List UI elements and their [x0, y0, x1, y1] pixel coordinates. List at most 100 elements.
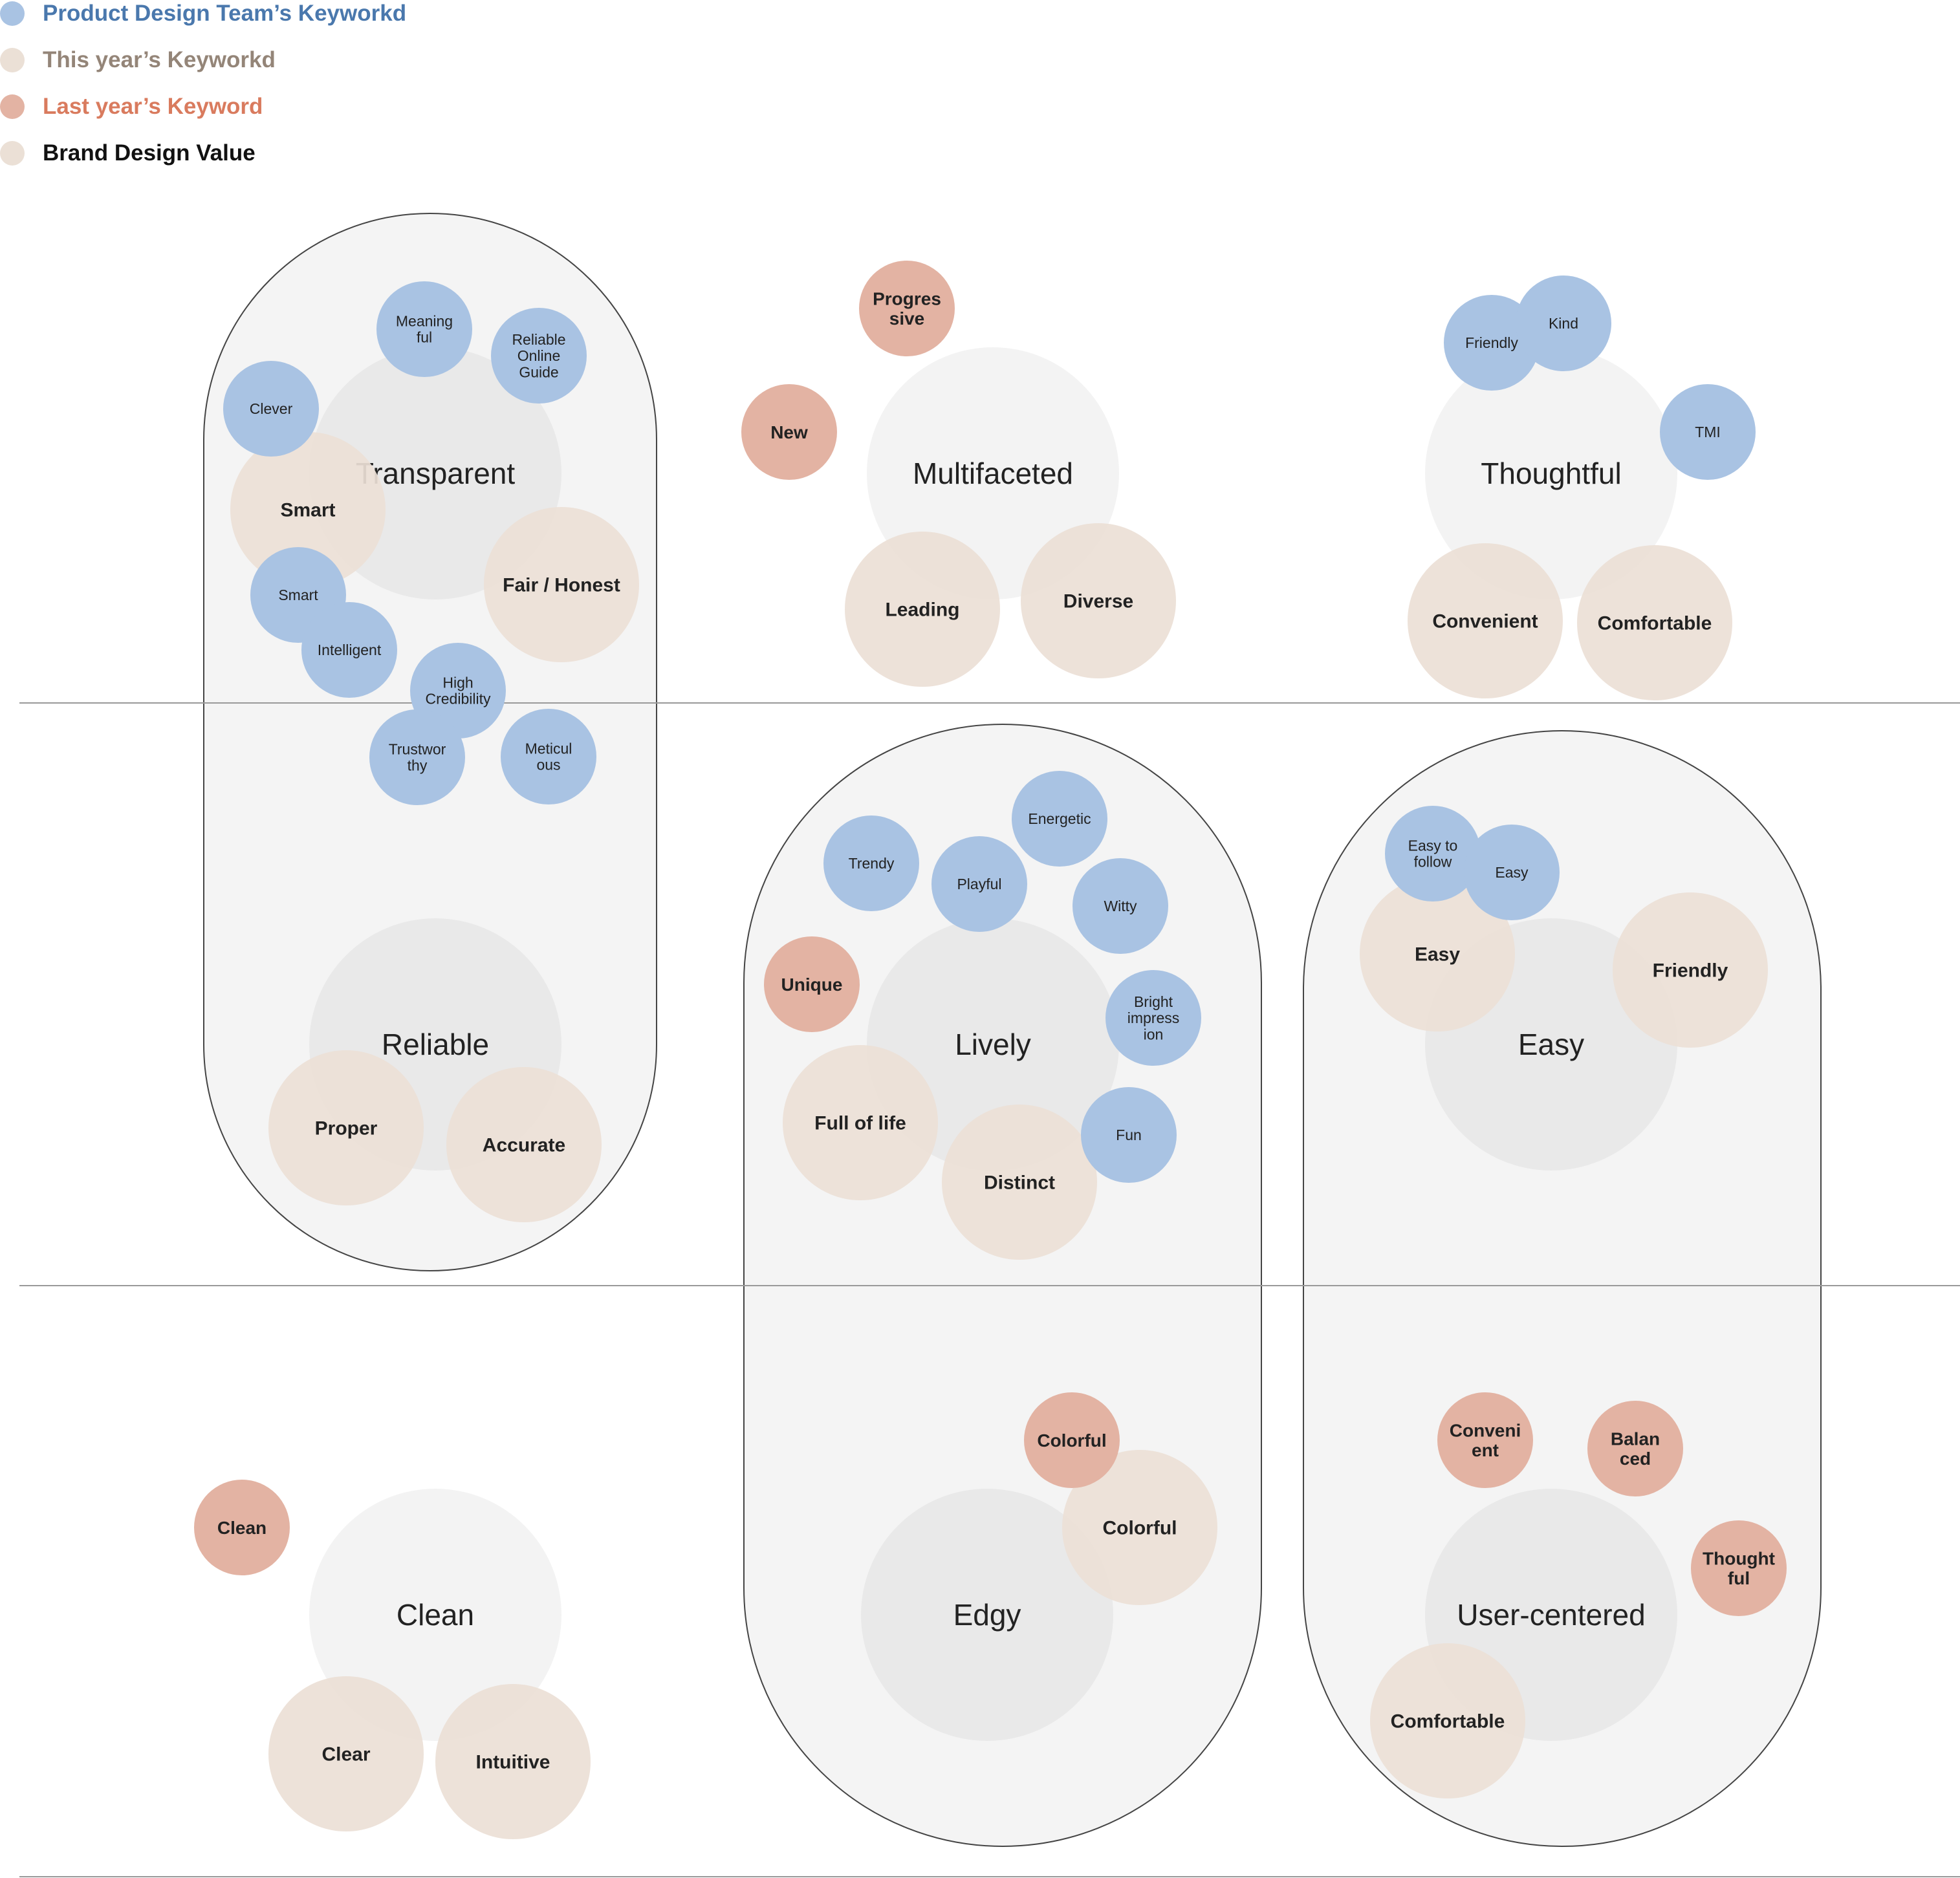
keyword-label-thoughtful-product-team-friendly-0: Friendly: [1465, 334, 1518, 351]
keyword-label-lively-product-team-trendy-1: Trendy: [849, 855, 895, 872]
keyword-label-transparent-product-team-trustwor-thy-6: Trustwor thy: [389, 740, 446, 773]
keyword-label-user-centered-last-year-conveni-ent-0: Conveni ent: [1450, 1420, 1521, 1460]
keyword-bubble-user-centered-last-year-balan-ced-1: [1587, 1401, 1683, 1496]
keyword-label-transparent-product-team-meaning-ful-0: Meaning ful: [396, 312, 453, 345]
keyword-label-reliable-this-year-accurate-1: Accurate: [483, 1135, 565, 1156]
keyword-label-reliable-this-year-proper-0: Proper: [315, 1118, 378, 1139]
keyword-bubble-thoughtful-this-year-convenient-0: [1408, 543, 1563, 698]
keyword-bubble-clean-this-year-intuitive-1: [435, 1684, 591, 1839]
keyword-bubble-transparent-product-team-clever-2: [223, 361, 319, 457]
keyword-bubble-lively-product-team-playful-2: [931, 836, 1027, 932]
keyword-label-lively-product-team-energetic-0: Energetic: [1028, 810, 1091, 827]
keyword-label-lively-product-team-witty-3: Witty: [1104, 898, 1137, 914]
brand-value-label-lively: Lively: [955, 1028, 1031, 1061]
keyword-bubble-user-centered-last-year-conveni-ent-0: [1437, 1392, 1533, 1488]
legend-item-last-year: Last year’s Keyword: [0, 87, 263, 126]
brand-value-circle-clean: [309, 1489, 561, 1741]
keyword-bubble-transparent-this-year-smart-0: [230, 432, 386, 587]
keyword-label-edgy-this-year-colorful-0: Colorful: [1103, 1518, 1177, 1539]
keyword-bubble-transparent-product-team-intelligent-4: [301, 602, 397, 698]
keyword-label-clean-this-year-clear-0: Clear: [321, 1744, 370, 1765]
keyword-label-lively-last-year-unique-0: Unique: [781, 975, 843, 995]
keyword-label-clean-last-year-clean-0: Clean: [217, 1518, 267, 1538]
keyword-label-thoughtful-product-team-tmi-2: TMI: [1695, 424, 1721, 440]
keyword-bubble-lively-product-team-trendy-1: [823, 815, 919, 911]
brand-value-label-multifaceted: Multifaceted: [913, 457, 1073, 490]
keyword-bubble-easy-product-team-easy-1: [1464, 825, 1560, 920]
keyword-bubble-multifaceted-this-year-diverse-1: [1021, 523, 1176, 678]
keyword-label-thoughtful-this-year-comfortable-1: Comfortable: [1598, 613, 1712, 634]
keyword-bubble-multifaceted-last-year-progres-sive-0: [859, 261, 955, 356]
legend: Product Design Team’s Keyworkd This year…: [0, 0, 582, 168]
keyword-bubble-edgy-this-year-colorful-0: [1062, 1450, 1217, 1605]
keyword-label-clean-this-year-intuitive-1: Intuitive: [475, 1752, 550, 1773]
keyword-bubble-edgy-last-year-colorful-0: [1024, 1392, 1120, 1488]
keyword-label-lively-product-team-fun-5: Fun: [1116, 1127, 1142, 1143]
keyword-bubble-easy-this-year-easy-0: [1360, 876, 1515, 1031]
keyword-label-transparent-this-year-fair-honest-1: Fair / Honest: [503, 575, 620, 596]
keyword-label-easy-this-year-easy-0: Easy: [1415, 944, 1460, 966]
keyword-label-transparent-product-team-high-credibility-5: High Credibility: [426, 674, 491, 707]
keyword-bubble-lively-this-year-distinct-1: [942, 1105, 1097, 1260]
keyword-bubble-user-centered-last-year-thought-ful-2: [1691, 1520, 1787, 1616]
keyword-label-lively-this-year-distinct-1: Distinct: [984, 1172, 1055, 1194]
keyword-bubble-transparent-product-team-trustwor-thy-6: [369, 709, 465, 805]
brand-value-circle-edgy: [861, 1489, 1113, 1741]
keyword-bubble-transparent-product-team-reliable-online-guide-1: [491, 308, 587, 404]
legend-label-product-team: Product Design Team’s Keyworkd: [43, 1, 407, 26]
keyword-bubble-lively-product-team-energetic-0: [1012, 771, 1107, 867]
keyword-label-lively-product-team-playful-2: Playful: [957, 876, 1001, 892]
keyword-bubble-multifaceted-this-year-leading-0: [845, 532, 1000, 687]
keyword-bubble-lively-this-year-full-of-life-0: [783, 1045, 938, 1200]
keyword-bubble-thoughtful-this-year-comfortable-1: [1577, 545, 1732, 700]
keyword-bubble-clean-this-year-clear-0: [268, 1676, 424, 1831]
keyword-label-multifaceted-last-year-new-1: New: [770, 422, 808, 442]
keyword-bubble-reliable-this-year-accurate-1: [446, 1067, 602, 1222]
keyword-label-transparent-this-year-smart-0: Smart: [280, 500, 335, 521]
keyword-bubble-clean-last-year-clean-0: [194, 1480, 290, 1575]
legend-dot-this-year: [0, 48, 25, 72]
keyword-bubble-lively-product-team-fun-5: [1081, 1087, 1177, 1183]
brand-value-label-clean: Clean: [397, 1598, 474, 1632]
keyword-bubble-thoughtful-product-team-friendly-0: [1444, 295, 1540, 391]
keyword-bubble-lively-last-year-unique-0: [764, 936, 860, 1032]
keyword-label-multifaceted-this-year-diverse-1: Diverse: [1063, 591, 1133, 612]
keyword-label-lively-product-team-bright-impress-ion-4: Bright impress ion: [1127, 993, 1180, 1043]
keyword-label-user-centered-last-year-balan-ced-1: Balan ced: [1611, 1429, 1660, 1469]
legend-dot-last-year: [0, 94, 25, 119]
keyword-bubble-thoughtful-product-team-tmi-2: [1660, 384, 1756, 480]
keyword-label-transparent-product-team-intelligent-4: Intelligent: [318, 642, 382, 658]
keyword-label-easy-product-team-easy-1: Easy: [1495, 864, 1529, 881]
brand-value-label-reliable: Reliable: [382, 1028, 489, 1061]
keyword-label-thoughtful-this-year-convenient-0: Convenient: [1432, 611, 1538, 632]
keyword-bubble-easy-product-team-easy-to-follow-0: [1385, 806, 1481, 901]
keyword-label-user-centered-last-year-thought-ful-2: Thought ful: [1703, 1548, 1775, 1588]
keyword-bubble-user-centered-this-year-comfortable-0: [1370, 1643, 1525, 1798]
keyword-bubble-transparent-product-team-meticul-ous-7: [501, 709, 596, 804]
legend-dot-brand-value: [0, 141, 25, 166]
brand-value-circle-thoughtful: [1425, 347, 1677, 599]
keyword-label-transparent-product-team-reliable-online-guide-1: Reliable Online Guide: [512, 331, 565, 381]
brand-value-label-edgy: Edgy: [953, 1598, 1021, 1632]
brand-value-label-user-centered: User-centered: [1457, 1598, 1645, 1632]
brand-value-label-thoughtful: Thoughtful: [1481, 457, 1621, 490]
keyword-label-lively-this-year-full-of-life-0: Full of life: [814, 1113, 906, 1134]
keyword-label-user-centered-this-year-comfortable-0: Comfortable: [1391, 1711, 1505, 1732]
keyword-bubble-reliable-this-year-proper-0: [268, 1050, 424, 1205]
brand-value-label-easy: Easy: [1518, 1028, 1584, 1061]
keyword-label-multifaceted-last-year-progres-sive-0: Progres sive: [873, 288, 941, 329]
keyword-bubble-multifaceted-last-year-new-1: [741, 384, 837, 480]
keyword-label-easy-product-team-easy-to-follow-0: Easy to follow: [1408, 837, 1458, 870]
keyword-label-easy-this-year-friendly-1: Friendly: [1653, 960, 1728, 982]
legend-dot-product-team: [0, 1, 25, 26]
keyword-label-multifaceted-this-year-leading-0: Leading: [885, 599, 959, 621]
legend-item-product-team: Product Design Team’s Keyworkd: [0, 0, 406, 33]
keyword-label-transparent-product-team-smart-3: Smart: [278, 587, 318, 603]
keyword-bubble-transparent-this-year-fair-honest-1: [484, 507, 639, 662]
legend-label-last-year: Last year’s Keyword: [43, 94, 263, 119]
keyword-label-transparent-product-team-clever-2: Clever: [250, 400, 293, 417]
keyword-label-thoughtful-product-team-kind-1: Kind: [1549, 315, 1578, 332]
legend-label-this-year: This year’s Keyworkd: [43, 47, 276, 72]
legend-item-this-year: This year’s Keyworkd: [0, 41, 276, 80]
